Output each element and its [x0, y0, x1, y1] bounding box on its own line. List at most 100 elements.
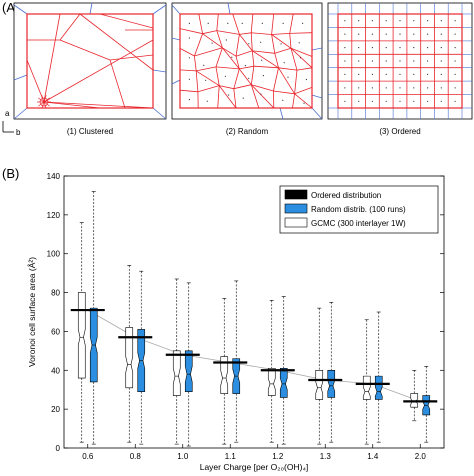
random-site — [188, 37, 190, 39]
random-outer-edge — [311, 47, 323, 51]
random-cell-edge — [232, 13, 240, 35]
axis-indicator-a-label: a — [5, 109, 10, 118]
random-box — [184, 350, 193, 392]
random-cell-edge — [216, 13, 219, 31]
cluster-spoke — [41, 95, 45, 103]
random-cell-edge — [217, 85, 220, 109]
random-site — [241, 22, 243, 24]
random-site — [228, 94, 230, 96]
ordered-site — [440, 33, 442, 35]
ordered-site — [385, 87, 387, 89]
sub-label-ordered: (3) Ordered — [379, 127, 420, 136]
random-cell-edge — [290, 48, 298, 71]
clustered-voronoi-lines — [13, 2, 167, 120]
ordered-site — [371, 100, 373, 102]
ordered-site — [344, 87, 346, 89]
random-cell-edge — [179, 89, 198, 93]
ordered-site — [413, 60, 415, 62]
random-site — [207, 22, 209, 24]
panel-a: (A) a b (1) Clustered (2) Random ( — [2, 0, 473, 137]
random-cell-edge — [289, 13, 294, 34]
ordered-site — [440, 60, 442, 62]
random-cell-edge — [250, 32, 253, 51]
y-tick-label: 80 — [51, 289, 60, 298]
random-site — [248, 77, 250, 79]
random-site — [260, 93, 262, 95]
random-site — [305, 78, 307, 81]
random-cell-edge — [235, 56, 240, 70]
ordered-site — [427, 47, 429, 49]
random-cell-edge — [233, 88, 237, 109]
cluster-spoke — [38, 101, 45, 107]
ordered-site — [413, 87, 415, 89]
cluster-spoke — [38, 97, 45, 103]
clustered-outer-edge — [152, 69, 167, 73]
random-cell-edge — [194, 55, 197, 71]
random-cell-edge — [179, 69, 197, 72]
ordered-site — [440, 73, 442, 75]
random-cell-edge — [271, 34, 292, 49]
random-cell-edge — [289, 33, 292, 49]
random-cell-edge — [195, 70, 199, 92]
ordered-site — [454, 87, 456, 89]
ordered-site — [358, 100, 360, 102]
ordered-site — [371, 60, 373, 62]
random-site — [225, 39, 227, 41]
ordered-site — [358, 87, 360, 89]
ordered-site — [440, 20, 442, 22]
clustered-outer-edge — [13, 74, 28, 81]
random-cell-edge — [252, 50, 275, 54]
random-cell-edge — [195, 70, 220, 86]
random-site — [262, 75, 264, 77]
random-site — [242, 97, 244, 99]
random-cell-edge — [253, 65, 279, 69]
random-site — [188, 22, 190, 24]
ordered-site — [344, 73, 346, 75]
ordered-site — [371, 20, 373, 22]
random-site — [282, 22, 284, 24]
ordered-site — [399, 33, 401, 35]
random-cell-edge — [235, 50, 253, 57]
legend: Ordered distribution Random distrib. (10… — [279, 185, 439, 234]
random-cell-edge — [292, 93, 295, 109]
random-site — [244, 65, 246, 67]
y-tick-label: 100 — [47, 250, 61, 259]
y-tick-label: 60 — [51, 327, 60, 336]
random-cell-edge — [273, 90, 295, 95]
random-cell-edge — [251, 50, 255, 67]
cluster-spoke — [43, 97, 50, 103]
y-tick-label: 20 — [51, 405, 60, 414]
clustered-cell-edge — [43, 101, 154, 109]
ordered-site — [440, 47, 442, 49]
random-cell-edge — [289, 32, 313, 34]
ordered-site — [399, 73, 401, 75]
x-axis-label: Layer Charge [per O₂₀(OH)₄] — [200, 462, 309, 472]
axis-indicator: a b — [2, 109, 21, 137]
ordered-site — [413, 73, 415, 75]
ordered-site — [385, 47, 387, 49]
random-cell-edge — [290, 48, 313, 69]
random-outer-edge — [311, 107, 323, 120]
gcmc-box — [315, 369, 324, 400]
gcmc-box — [77, 292, 86, 379]
random-cell-edge — [215, 66, 240, 70]
random-cell-edge — [194, 33, 203, 57]
random-site — [302, 22, 304, 24]
legend-label-ordered: Ordered distribution — [311, 191, 381, 200]
legend-label-gcmc: GCMC (300 interlayer 1W) — [311, 219, 406, 228]
random-site — [299, 57, 301, 59]
random-cell-edge — [251, 84, 275, 109]
clustered-cell-edge — [43, 13, 61, 103]
random-cell-edge — [179, 48, 195, 57]
random-site — [287, 76, 289, 78]
ordered-site — [427, 60, 429, 62]
random-cell-edge — [251, 84, 274, 92]
ordered-site — [358, 20, 360, 22]
random-outer-edge — [171, 79, 181, 85]
ordered-site — [399, 100, 401, 102]
x-tick-label: 1.0 — [177, 452, 189, 461]
x-tick-label: 1.3 — [320, 452, 332, 461]
random-cell-edge — [235, 34, 240, 57]
ordered-site — [427, 100, 429, 102]
y-tick-label: 0 — [56, 444, 61, 453]
